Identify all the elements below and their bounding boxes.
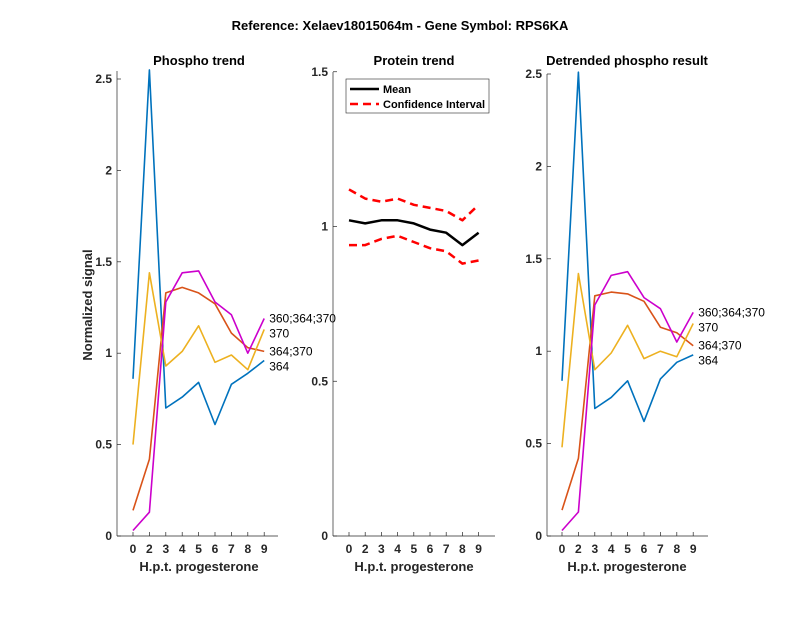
plot1-xlabel: H.p.t. progesterone — [139, 559, 258, 574]
legend-box — [345, 78, 490, 114]
x-tick-label: 0 — [346, 542, 353, 556]
y-tick-label: 1.5 — [311, 65, 328, 79]
series-line-360-364-370 — [561, 270, 694, 532]
x-tick-label: 3 — [378, 542, 385, 556]
x-tick-label: 4 — [394, 542, 401, 556]
x-tick-label: 9 — [475, 542, 482, 556]
x-tick-label: 7 — [443, 542, 450, 556]
series-end-label: 364;370 — [269, 344, 313, 358]
plot3-title: Detrended phospho result — [546, 53, 708, 68]
y-tick-label: 1.5 — [525, 252, 542, 266]
y-tick-label: 0.5 — [525, 437, 542, 451]
y-tick-label: 0 — [535, 529, 542, 543]
series-end-label: 364;370 — [698, 339, 742, 353]
y-tick-label: 0 — [321, 529, 328, 543]
x-tick-label: 2 — [146, 542, 153, 556]
series-line-360-364-370 — [132, 270, 265, 532]
x-tick-label: 9 — [690, 542, 697, 556]
plot3-axes: 00.511.522.50 2 3 4 5 6 7 8 9360;364;370370364;3… — [525, 67, 765, 556]
plot2-axes: 00.511.50 2 3 4 5 6 7 8 9 — [311, 65, 495, 556]
y-tick-label: 1.5 — [95, 255, 112, 269]
series-line-364 — [132, 69, 265, 426]
series-line-370 — [132, 271, 265, 445]
plot1-ylabel: Normalized signal — [80, 249, 95, 360]
x-tick-label: 3 — [591, 542, 598, 556]
plot3-xlabel: H.p.t. progesterone — [567, 559, 686, 574]
plot1-title: Phospho trend — [153, 53, 245, 68]
y-tick-label: 2.5 — [95, 72, 112, 86]
legend-mean-label: Mean — [383, 84, 411, 96]
y-tick-label: 1 — [105, 346, 112, 360]
x-tick-label: 0 — [559, 542, 566, 556]
plot2-title: Protein trend — [374, 53, 455, 68]
x-tick-label: 4 — [608, 542, 615, 556]
x-tick-label: 0 — [130, 542, 137, 556]
x-tick-label: 6 — [212, 542, 219, 556]
plot2-legend: Mean Confidence Interval — [345, 78, 490, 114]
x-tick-label: 8 — [459, 542, 466, 556]
plot1-axes: 00.511.522.50 2 3 4 5 6 7 8 9360;364;370370364;3… — [95, 69, 336, 556]
x-tick-label: 7 — [657, 542, 664, 556]
x-tick-label: 5 — [195, 542, 202, 556]
series-line-mean — [348, 219, 480, 247]
series-line-confidence-interval — [348, 188, 480, 222]
plot2-xlabel: H.p.t. progesterone — [354, 559, 473, 574]
x-tick-label: 4 — [179, 542, 186, 556]
series-end-label: 364 — [698, 354, 718, 368]
y-tick-label: 2 — [535, 159, 542, 173]
figure-title: Reference: Xelaev18015064m - Gene Symbol… — [232, 18, 569, 33]
y-tick-label: 0.5 — [95, 438, 112, 452]
x-tick-label: 6 — [427, 542, 434, 556]
x-tick-label: 2 — [575, 542, 582, 556]
x-tick-label: 7 — [228, 542, 235, 556]
series-line-364 — [561, 71, 694, 423]
x-tick-label: 8 — [244, 542, 251, 556]
series-end-label: 370 — [269, 327, 289, 341]
x-tick-label: 8 — [673, 542, 680, 556]
y-tick-label: 1 — [535, 344, 542, 358]
series-end-label: 360;364;370 — [698, 305, 765, 319]
series-end-label: 370 — [698, 320, 718, 334]
series-end-label: 360;364;370 — [269, 312, 336, 326]
x-tick-label: 5 — [624, 542, 631, 556]
x-tick-label: 3 — [162, 542, 169, 556]
x-tick-label: 9 — [261, 542, 268, 556]
series-line-confidence-interval — [349, 234, 479, 265]
series-end-label: 364 — [269, 359, 289, 373]
y-tick-label: 0 — [105, 529, 112, 543]
y-tick-label: 2.5 — [525, 67, 542, 81]
y-tick-label: 1 — [321, 220, 328, 234]
x-tick-label: 6 — [641, 542, 648, 556]
legend-ci-label: Confidence Interval — [383, 99, 485, 111]
x-tick-label: 2 — [362, 542, 369, 556]
y-tick-label: 0.5 — [311, 374, 328, 388]
series-line-370 — [561, 272, 694, 448]
y-tick-label: 2 — [105, 163, 112, 177]
series-line-364-370 — [132, 286, 265, 511]
x-tick-label: 5 — [410, 542, 417, 556]
